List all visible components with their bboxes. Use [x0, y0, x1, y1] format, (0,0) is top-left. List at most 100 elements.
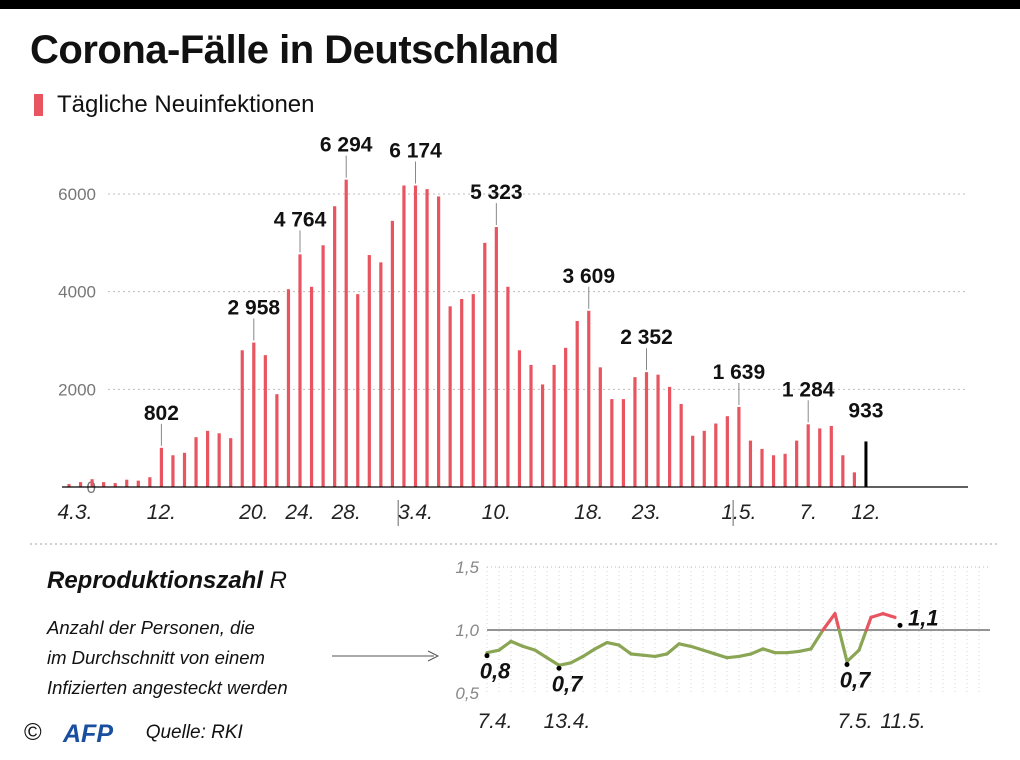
x-tick-label: 23. [631, 501, 661, 524]
bar [610, 399, 614, 487]
bar [286, 289, 291, 487]
annotation-label: 1 284 [782, 378, 835, 401]
bar [67, 484, 71, 487]
bar [206, 430, 210, 487]
bar [829, 425, 833, 487]
bar [263, 355, 267, 487]
r-line-segment [881, 612, 897, 620]
bar [333, 206, 337, 488]
bar [691, 435, 695, 487]
bar [714, 423, 718, 487]
bar [656, 374, 660, 487]
r-x-tick-label: 7.5. [837, 710, 872, 733]
r-description-line: Anzahl der Personen, die [47, 617, 255, 638]
bar [748, 440, 753, 487]
r-line-segment [864, 615, 873, 632]
bar [78, 482, 83, 487]
r-chart-title: Reproduktionszahl R [47, 567, 287, 595]
r-line-segment [837, 628, 849, 664]
bar [275, 394, 279, 487]
bar [841, 455, 845, 487]
bar [113, 483, 117, 487]
r-x-tick-label: 7.4. [477, 710, 512, 733]
r-annotation-label: 1,1 [908, 605, 939, 630]
pointer-arrow-head [427, 650, 440, 662]
bar [425, 189, 429, 487]
r-line-segment [497, 639, 513, 652]
r-line-segment [761, 647, 777, 655]
bar [818, 428, 822, 487]
bar [390, 220, 394, 487]
r-line-segment [821, 612, 837, 632]
bar [102, 482, 106, 487]
r-line-segment [677, 642, 693, 648]
r-line-segment [869, 612, 885, 620]
annotation-label: 2 958 [228, 297, 281, 320]
bar [795, 440, 799, 487]
footer: © AFP Quelle: RKI [24, 716, 243, 750]
bar [529, 364, 533, 487]
r-annotation-label: 0,8 [480, 659, 511, 684]
r-description: Anzahl der Personen, die im Durchschnitt… [47, 613, 288, 703]
x-tick-label: 3.4. [398, 501, 433, 524]
bar [587, 310, 591, 487]
bar [217, 433, 221, 487]
bar [125, 479, 129, 487]
bar [309, 286, 314, 487]
legend-swatch [34, 94, 43, 116]
x-tick-label: 10. [482, 501, 511, 524]
bar [494, 227, 498, 487]
r-line-segment [569, 654, 585, 665]
r-line-segment [653, 652, 669, 659]
r-x-tick-label: 13.4. [544, 710, 591, 733]
bar [517, 350, 522, 487]
bar [171, 455, 175, 487]
bar [182, 452, 187, 487]
r-line-segment [485, 648, 501, 655]
bar [379, 262, 383, 487]
r-line-segment [593, 640, 609, 651]
bar [402, 185, 406, 488]
r-annotation-dot [556, 665, 562, 671]
x-tick-label: 4.3. [57, 501, 92, 524]
bar [783, 453, 787, 487]
r-line-segment [713, 652, 729, 660]
r-line-segment [857, 628, 868, 652]
r-line-segment [809, 628, 825, 651]
bar [298, 254, 302, 487]
bar [644, 372, 649, 487]
r-line-segment [617, 643, 633, 656]
y-tick-label: 6000 [58, 185, 96, 204]
r-line-segment [605, 640, 621, 647]
annotation-label: 3 609 [562, 265, 615, 288]
r-line-segment [533, 648, 549, 660]
r-line-segment [557, 661, 573, 667]
bar [252, 342, 256, 487]
x-tick-label: 1.5. [721, 501, 756, 524]
source-label: Quelle: RKI [145, 722, 243, 743]
bar [598, 367, 602, 487]
r-line-segment [737, 652, 753, 659]
annotation-label: 1 639 [713, 361, 766, 384]
bar [448, 306, 452, 487]
x-tick-label: 28. [331, 501, 361, 524]
r-y-tick-label: 1,5 [455, 558, 479, 577]
bar [321, 245, 325, 487]
bar [483, 242, 487, 487]
legend-label: Tägliche Neuinfektionen [57, 91, 315, 118]
bar [668, 386, 672, 487]
y-tick-label: 2000 [58, 380, 96, 399]
r-annotation-dot [897, 622, 903, 628]
bar [437, 196, 441, 488]
bar [148, 477, 152, 487]
y-tick-label: 4000 [58, 283, 96, 302]
annotation-label: 5 323 [470, 181, 523, 204]
x-tick-label: 24. [284, 501, 314, 524]
x-tick-label: 7. [799, 501, 817, 524]
r-annotation-label: 0,7 [552, 671, 584, 696]
bar [864, 441, 868, 487]
bar [771, 455, 776, 487]
bar [540, 384, 545, 487]
bar [136, 480, 140, 487]
r-line-segment [545, 656, 561, 667]
